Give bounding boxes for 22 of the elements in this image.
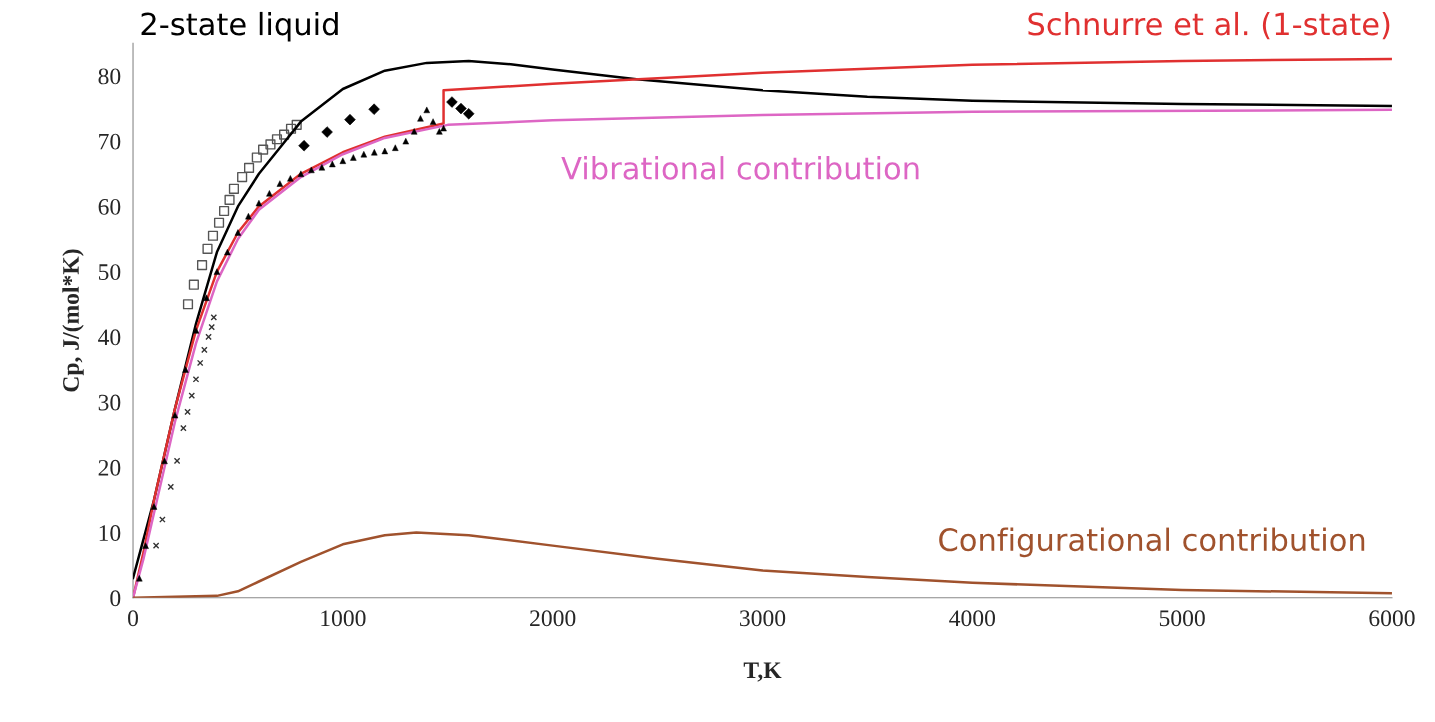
x-tick-label: 4000 bbox=[949, 610, 996, 627]
x-axis-title: T,K bbox=[743, 662, 782, 682]
y-tick-label: 70 bbox=[99, 133, 121, 150]
x-tick-label: 0 bbox=[128, 610, 139, 627]
y-tick-label: 30 bbox=[98, 394, 121, 411]
y-tick-label: 0 bbox=[110, 590, 121, 607]
x-tick-label: 1000 bbox=[321, 610, 366, 627]
series-label: 2-state liquid bbox=[141, 11, 338, 42]
series-label: Vibrational contribution bbox=[561, 156, 919, 180]
x-tick-label: 5000 bbox=[1159, 610, 1205, 627]
y-tick-label: 50 bbox=[98, 264, 121, 281]
y-tick-label: 60 bbox=[98, 198, 121, 215]
y-tick-label: 20 bbox=[98, 459, 121, 476]
x-tick-label: 2000 bbox=[530, 610, 576, 627]
y-axis-title: Cp, J/(mol*K) bbox=[62, 249, 84, 392]
x-tick-label: 3000 bbox=[740, 610, 786, 627]
series-label: Schnurre et al. (1-state) bbox=[1028, 11, 1390, 40]
y-tick-label: 80 bbox=[98, 68, 121, 85]
y-tick-label: 40 bbox=[98, 329, 121, 346]
series-label: Configurational contribution bbox=[939, 527, 1365, 558]
y-tick-label: 10 bbox=[99, 525, 121, 542]
x-tick-label: 6000 bbox=[1369, 610, 1415, 627]
